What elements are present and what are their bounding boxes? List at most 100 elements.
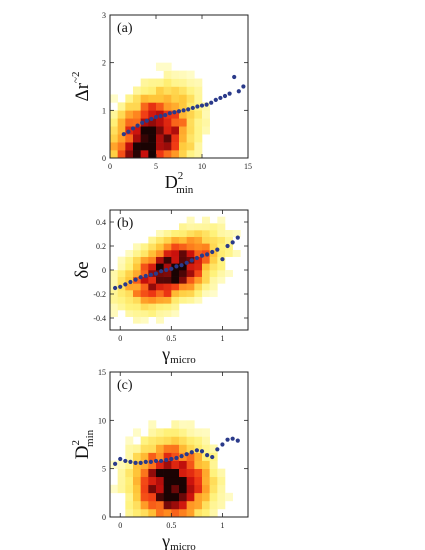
heatmap-cell: [140, 476, 149, 486]
heatmap-cell: [179, 126, 187, 135]
binned-mean-point: [195, 104, 200, 109]
heatmap-cell: [163, 270, 172, 277]
heatmap-cell: [171, 296, 180, 304]
heatmap-cell: [217, 263, 226, 271]
heatmap-cell: [148, 476, 157, 486]
heatmap-cell: [163, 62, 172, 71]
heatmap-cell: [179, 500, 187, 510]
binned-mean-point: [225, 437, 230, 442]
heatmap-cell: [125, 118, 134, 127]
heatmap-cell: [156, 290, 164, 297]
heatmap-cell: [140, 500, 149, 510]
heatmap-cell: [110, 110, 118, 119]
heatmap-cell: [171, 110, 180, 119]
binned-mean-point: [140, 120, 145, 125]
heatmap-cell: [156, 142, 164, 151]
heatmap-cell: [125, 290, 134, 297]
heatmap-cell: [217, 476, 226, 486]
heatmap-cell: [194, 276, 203, 284]
heatmap-cell: [171, 290, 180, 297]
heatmap-cell: [186, 263, 195, 271]
heatmap-cell: [148, 134, 157, 143]
heatmap-cell: [125, 303, 134, 311]
heatmap-cell: [163, 460, 172, 469]
binned-mean-point: [210, 249, 215, 255]
heatmap-cell: [156, 452, 164, 461]
heatmap-cell: [163, 492, 172, 502]
binned-mean-point: [236, 89, 241, 94]
heatmap-cell: [202, 236, 210, 244]
heatmap-cell: [163, 500, 172, 510]
heatmap-cell: [140, 436, 149, 445]
heatmap-cell: [171, 276, 180, 284]
heatmap-cell: [125, 492, 134, 502]
heatmap-cell: [117, 150, 126, 159]
heatmap-cell: [179, 484, 187, 494]
y-tick-label: 5: [102, 465, 106, 474]
heatmap-cell: [133, 290, 141, 297]
binned-mean-point: [153, 114, 159, 120]
heatmap-cell: [217, 276, 226, 284]
heatmap-cell: [209, 500, 218, 510]
heatmap-cell: [171, 134, 180, 143]
heatmap-cell: [110, 134, 118, 143]
heatmap-cell: [148, 94, 157, 103]
heatmap-cell: [110, 270, 118, 277]
heatmap-cell: [202, 270, 210, 277]
binned-mean-point: [159, 458, 164, 464]
heatmap-cell: [194, 243, 203, 251]
binned-mean-point: [172, 110, 177, 115]
heatmap-cell: [186, 250, 195, 257]
heatmap-cell: [194, 134, 203, 143]
heatmap-cell: [133, 500, 141, 510]
heatmap-cell: [171, 444, 180, 453]
heatmap-cell: [156, 102, 164, 111]
binned-mean-point: [153, 271, 159, 276]
binned-mean-point: [164, 457, 169, 463]
x-tick-label: 0: [108, 162, 112, 171]
binned-mean-point: [189, 450, 194, 455]
heatmap-cell: [163, 70, 172, 79]
heatmap-cell: [110, 290, 118, 297]
x-tick-label: 1: [220, 334, 224, 343]
heatmap-cell: [148, 290, 157, 297]
heatmap-cell: [225, 270, 233, 277]
heatmap-cell: [148, 118, 157, 127]
heatmap-cell: [148, 436, 157, 445]
heatmap-cell: [140, 290, 149, 297]
heatmap-cell: [194, 296, 203, 304]
heatmap-cell: [186, 102, 195, 111]
binned-mean-point: [138, 460, 143, 465]
heatmap-cell: [140, 150, 149, 159]
heatmap-cell: [186, 86, 195, 95]
heatmap-cell: [125, 468, 134, 478]
heatmap-cell: [209, 492, 218, 502]
heatmap-cell: [133, 150, 141, 159]
heatmap-cell: [186, 134, 195, 143]
heatmap-cell: [171, 86, 180, 95]
binned-mean-point: [176, 109, 182, 114]
heatmap-cell: [179, 236, 187, 244]
heatmap-cell: [186, 150, 195, 159]
heatmap-cell: [194, 270, 203, 277]
heatmap-cell: [163, 102, 172, 111]
heatmap-cell: [171, 420, 180, 429]
heatmap-cell: [148, 296, 157, 304]
heatmap-cell: [163, 484, 172, 494]
heatmap-cell: [186, 70, 195, 79]
heatmap-cell: [202, 223, 210, 231]
heatmap-cell: [202, 276, 210, 284]
heatmap-cell: [140, 94, 149, 103]
heatmap-cell: [194, 428, 203, 437]
heatmap-cell: [202, 283, 210, 291]
heatmap-cell: [171, 460, 180, 469]
heatmap-cell: [156, 78, 164, 87]
heatmap-cell: [156, 150, 164, 159]
heatmap-cell: [163, 276, 172, 284]
heatmap-cell: [148, 468, 157, 478]
heatmap-cell: [140, 86, 149, 95]
heatmap-cell: [194, 110, 203, 119]
binned-mean-point: [118, 284, 123, 289]
heatmap-cell: [163, 236, 172, 244]
heatmap-cell: [225, 230, 233, 237]
